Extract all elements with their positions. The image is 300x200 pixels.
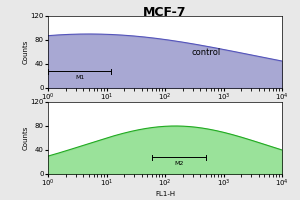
Text: control: control: [191, 48, 220, 57]
Text: MCF-7: MCF-7: [143, 6, 187, 19]
Y-axis label: Counts: Counts: [23, 126, 29, 150]
X-axis label: FL1-H: FL1-H: [155, 191, 175, 197]
Text: M1: M1: [75, 75, 84, 80]
Y-axis label: Counts: Counts: [23, 40, 29, 64]
X-axis label: FL1-H: FL1-H: [155, 105, 175, 111]
Text: M2: M2: [174, 161, 184, 166]
